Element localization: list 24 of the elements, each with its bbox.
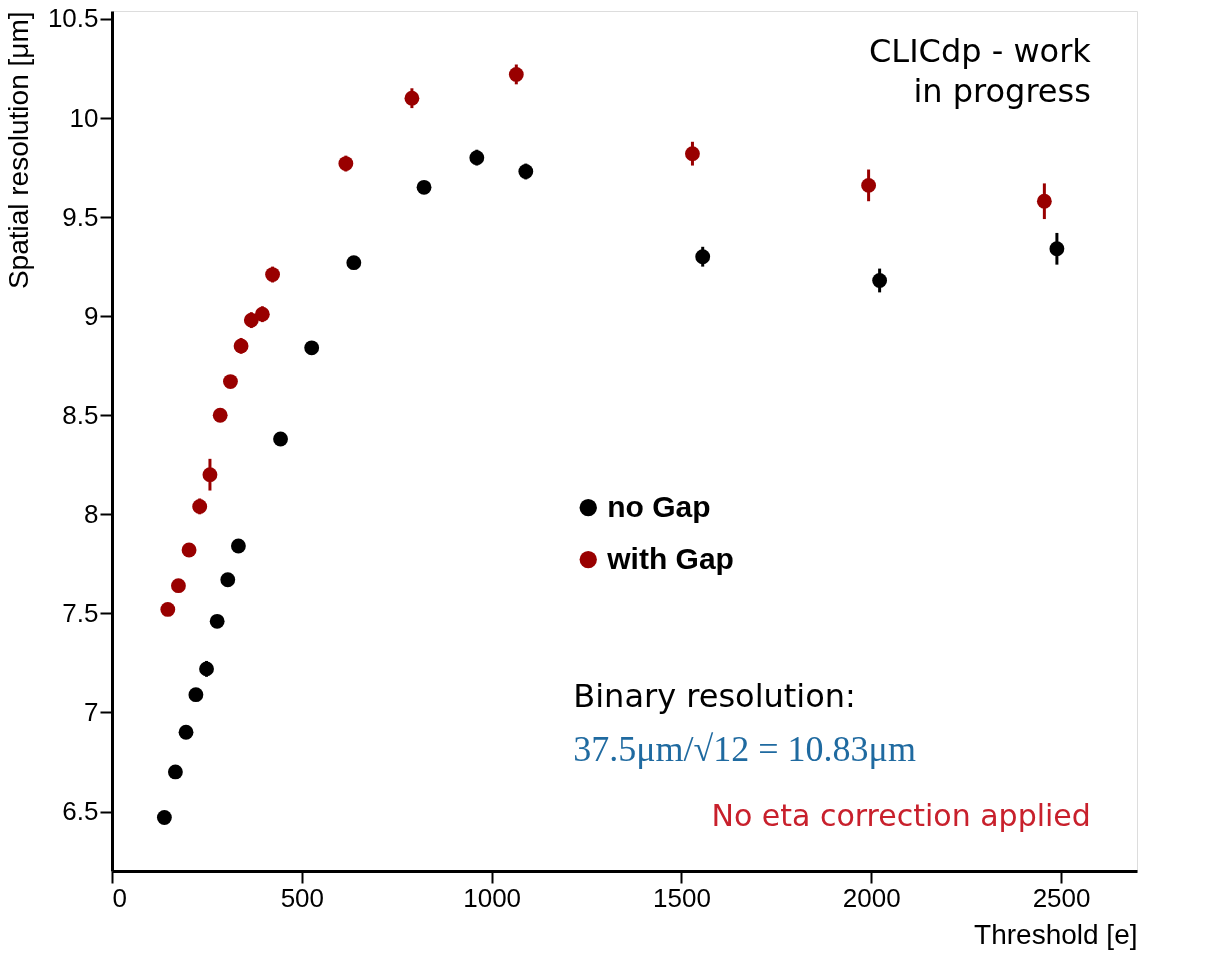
- annotation: 37.5μm/√12 = 10.83μm: [573, 729, 916, 770]
- x-tick-label: 1500: [653, 882, 711, 913]
- point: [156, 810, 172, 825]
- y-tick-label: 7.5: [62, 597, 99, 628]
- legend-label: no Gap: [607, 489, 711, 523]
- x-tick-label: 500: [280, 882, 325, 913]
- x-tick-label: 1000: [463, 882, 522, 913]
- y-axis-title: Spatial resolution [μm]: [2, 11, 34, 290]
- y-tick-label: 8: [84, 498, 99, 529]
- annotation: Binary resolution:: [573, 676, 856, 715]
- annotation: CLICdp - work in progress: [868, 31, 1092, 110]
- legend-label: with Gap: [606, 541, 734, 575]
- annotation: No eta correction applied: [711, 798, 1091, 834]
- x-tick-label: 2000: [842, 882, 901, 913]
- x-tick-label: 0: [112, 882, 127, 913]
- y-tick-label: 9.5: [62, 201, 99, 232]
- y-tick-label: 9: [84, 300, 99, 331]
- y-tick-label: 10: [69, 102, 99, 133]
- y-tick-label: 6.5: [62, 796, 99, 827]
- x-tick-label: 2500: [1032, 882, 1091, 913]
- y-tick-label: 8.5: [62, 399, 99, 430]
- x-axis-title: Threshold [e]: [974, 918, 1138, 950]
- y-tick-label: 7: [84, 696, 99, 727]
- y-tick-label: 10.5: [47, 3, 99, 34]
